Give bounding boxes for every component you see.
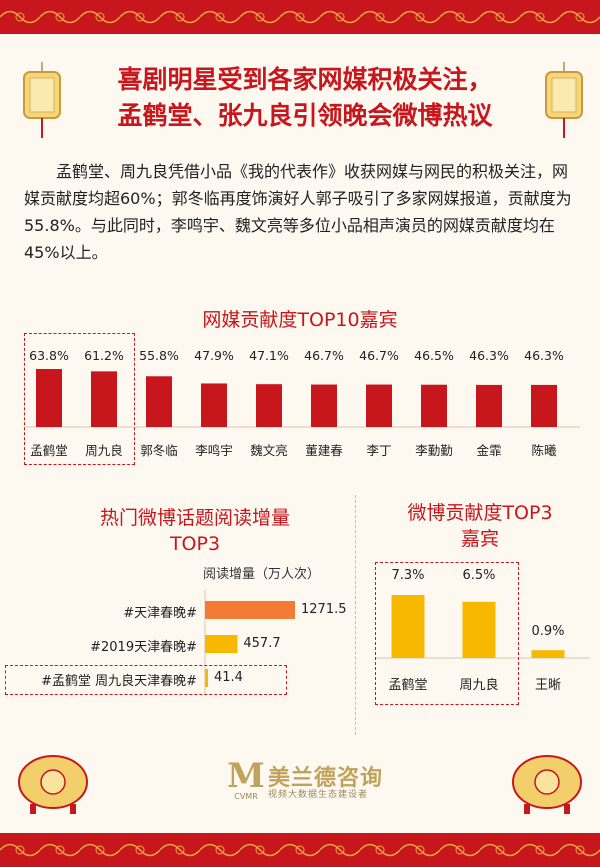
chart1-data-label: 47.9%	[194, 348, 234, 363]
chart1-data-label: 46.7%	[304, 348, 344, 363]
chart2-data-label: 1271.5	[301, 602, 347, 617]
chart3-bar	[462, 601, 496, 658]
logo-tagline: 视频大数据生态建设者	[268, 790, 369, 800]
chart1-bar	[256, 384, 282, 427]
chart1-bar	[36, 369, 62, 427]
chart1-bar	[311, 384, 337, 427]
top-border	[0, 0, 600, 34]
pig-right-icon	[512, 755, 582, 814]
chart2-unit-label: 阅读增量（万人次）	[203, 567, 321, 582]
chart1-bar	[201, 383, 227, 427]
lantern-right-icon	[545, 62, 583, 138]
chart2-category-label: #2019天津春晚#	[90, 640, 197, 655]
section-divider	[355, 495, 356, 735]
chart1-data-label: 55.8%	[139, 348, 179, 363]
chart1-title: 网媒贡献度TOP10嘉宾	[202, 309, 398, 331]
lantern-left-icon	[23, 62, 61, 138]
chart1-data-label: 63.8%	[29, 348, 69, 363]
chart1-bar	[476, 384, 502, 427]
top-pattern	[0, 0, 600, 34]
chart3-highlight-box	[375, 562, 519, 705]
chart1-bar	[91, 371, 117, 427]
chart2-data-label: 41.4	[214, 670, 243, 685]
chart2-bar	[205, 669, 208, 687]
chart3-data-label: 6.5%	[462, 568, 496, 583]
chart3-category-label: 周九良	[459, 678, 499, 693]
chart3-title-line2: 嘉宾	[460, 528, 499, 550]
chart2-title-line1: 热门微博话题阅读增量	[99, 507, 290, 529]
headline-line2: 孟鹤堂、张九良引领晚会微博热议	[117, 101, 493, 130]
chart2-category-label: #孟鹤堂 周九良天津春晚#	[41, 674, 197, 689]
chart1-category-label: 李丁	[366, 443, 392, 458]
chart3-data-label: 0.9%	[531, 624, 565, 639]
chart1-data-label: 61.2%	[84, 348, 124, 363]
logo-name: 美兰德咨询	[268, 766, 384, 791]
logo-sub-monogram: CVMR	[234, 792, 258, 801]
chart1-category-label: 孟鹤堂	[30, 443, 68, 458]
chart3-data-label: 7.3%	[391, 568, 425, 583]
chart1-category-label: 金霏	[476, 443, 502, 458]
pig-left-icon	[18, 755, 88, 814]
chart3-bar	[391, 595, 425, 658]
chart1-bar	[421, 384, 447, 427]
logo-monogram: M	[227, 757, 265, 796]
chart3-category-label: 孟鹤堂	[388, 678, 428, 693]
chart1-data-label: 46.3%	[469, 348, 509, 363]
chart1-category-label: 郭冬临	[140, 443, 178, 458]
chart1-data-label: 47.1%	[249, 348, 289, 363]
chart2-data-label: 457.7	[243, 636, 281, 651]
chart1-category-label: 李勤勤	[415, 443, 453, 458]
headline-line1: 喜剧明星受到各家网媒积极关注，	[117, 65, 493, 94]
intro-paragraph: 孟鹤堂、周九良凭借小品《我的代表作》收获网媒与网民的积极关注，网媒贡献度均超60…	[24, 162, 572, 262]
chart1-data-label: 46.7%	[359, 348, 399, 363]
chart2-title-line2: TOP3	[169, 533, 221, 555]
chart2-bar	[205, 601, 295, 619]
chart3-category-label: 王晰	[534, 678, 561, 693]
chart3-title-line1: 微博贡献度TOP3	[407, 502, 553, 524]
chart1-category-label: 魏文亮	[250, 443, 288, 458]
chart1-highlight-box	[24, 333, 135, 465]
chart1-category-label: 周九良	[85, 443, 123, 458]
chart2-bar	[205, 635, 238, 653]
chart1-bar	[531, 384, 557, 427]
chart1-category-label: 陈曦	[531, 443, 557, 458]
chart2-category-label: #天津春晚#	[123, 606, 197, 621]
chart1-category-label: 李鸣宇	[195, 443, 233, 458]
chart1-data-label: 46.5%	[414, 348, 454, 363]
chart1-bar	[366, 384, 392, 427]
chart1-category-label: 董建春	[305, 443, 343, 458]
bottom-border	[0, 833, 600, 867]
chart1-bar	[146, 376, 172, 427]
chart1-data-label: 46.3%	[524, 348, 564, 363]
logo-mark-icon: M CVMR	[227, 757, 265, 801]
bottom-pattern	[0, 833, 600, 867]
chart3-bar	[531, 650, 565, 658]
chart2-highlight-box	[5, 665, 287, 695]
